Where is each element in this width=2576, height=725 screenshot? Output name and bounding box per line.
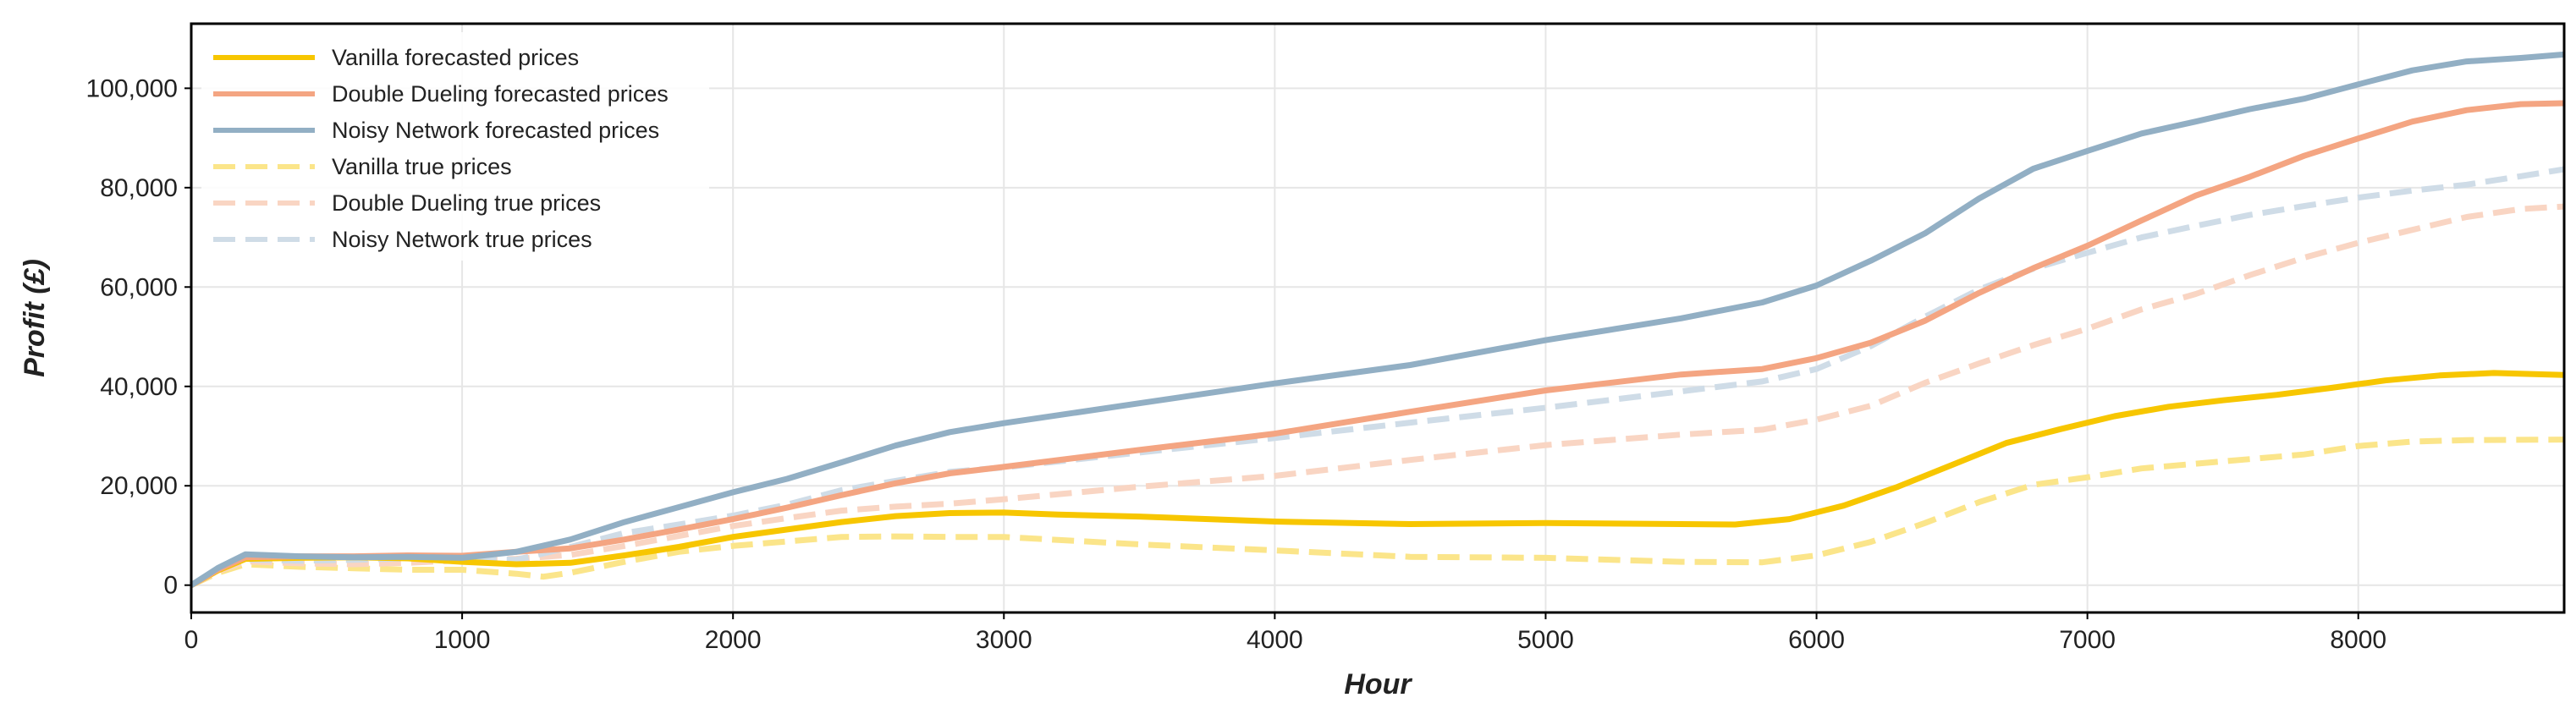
axis-ticks: 0 1000 2000 3000 4000 5000 6000 7000 8000 0 20,000… (86, 74, 2387, 654)
y-tick-label: 40,000 (100, 373, 178, 401)
x-tick-label: 4000 (1247, 626, 1303, 654)
legend-entry-label: Vanilla true prices (332, 154, 512, 179)
y-tick-label: 100,000 (86, 74, 178, 102)
legend-box (201, 32, 709, 261)
series-line-double-dueling-true-prices (190, 203, 2565, 588)
y-tick-label: 0 (163, 572, 178, 600)
x-tick-label: 3000 (976, 626, 1032, 654)
x-tick-label: 2000 (705, 626, 762, 654)
y-tick-label: 60,000 (100, 273, 178, 301)
x-tick-label: 8000 (2330, 626, 2386, 654)
series-lines (190, 51, 2565, 588)
x-tick-label: 7000 (2059, 626, 2116, 654)
legend-entry-label: Noisy Network forecasted prices (332, 118, 659, 143)
legend-entry-label: Vanilla forecasted prices (332, 45, 579, 70)
legend-entry-label: Double Dueling true prices (332, 190, 601, 216)
x-tick-label: 6000 (1788, 626, 1845, 654)
y-tick-label: 20,000 (100, 472, 178, 500)
series-line-noisy-network-true-prices (190, 166, 2565, 588)
legend-entry-label: Double Dueling forecasted prices (332, 81, 669, 107)
legend-entry-label: Noisy Network true prices (332, 227, 592, 252)
plot-frame (190, 22, 2566, 614)
grid-lines (190, 24, 2564, 612)
y-axis-label: Profit (£) (19, 259, 51, 377)
y-tick-label: 80,000 (100, 174, 178, 202)
x-axis-label: Hour (1344, 668, 1412, 700)
series-line-vanilla-true-prices (190, 437, 2565, 588)
x-tick-label: 0 (184, 626, 199, 654)
x-tick-label: 1000 (434, 626, 491, 654)
series-line-noisy-network-forecasted-prices (190, 51, 2565, 588)
series-line-vanilla-forecasted-prices (190, 370, 2565, 588)
legend: Vanilla forecasted prices Double Dueling … (201, 32, 709, 261)
x-tick-label: 5000 (1517, 626, 1574, 654)
